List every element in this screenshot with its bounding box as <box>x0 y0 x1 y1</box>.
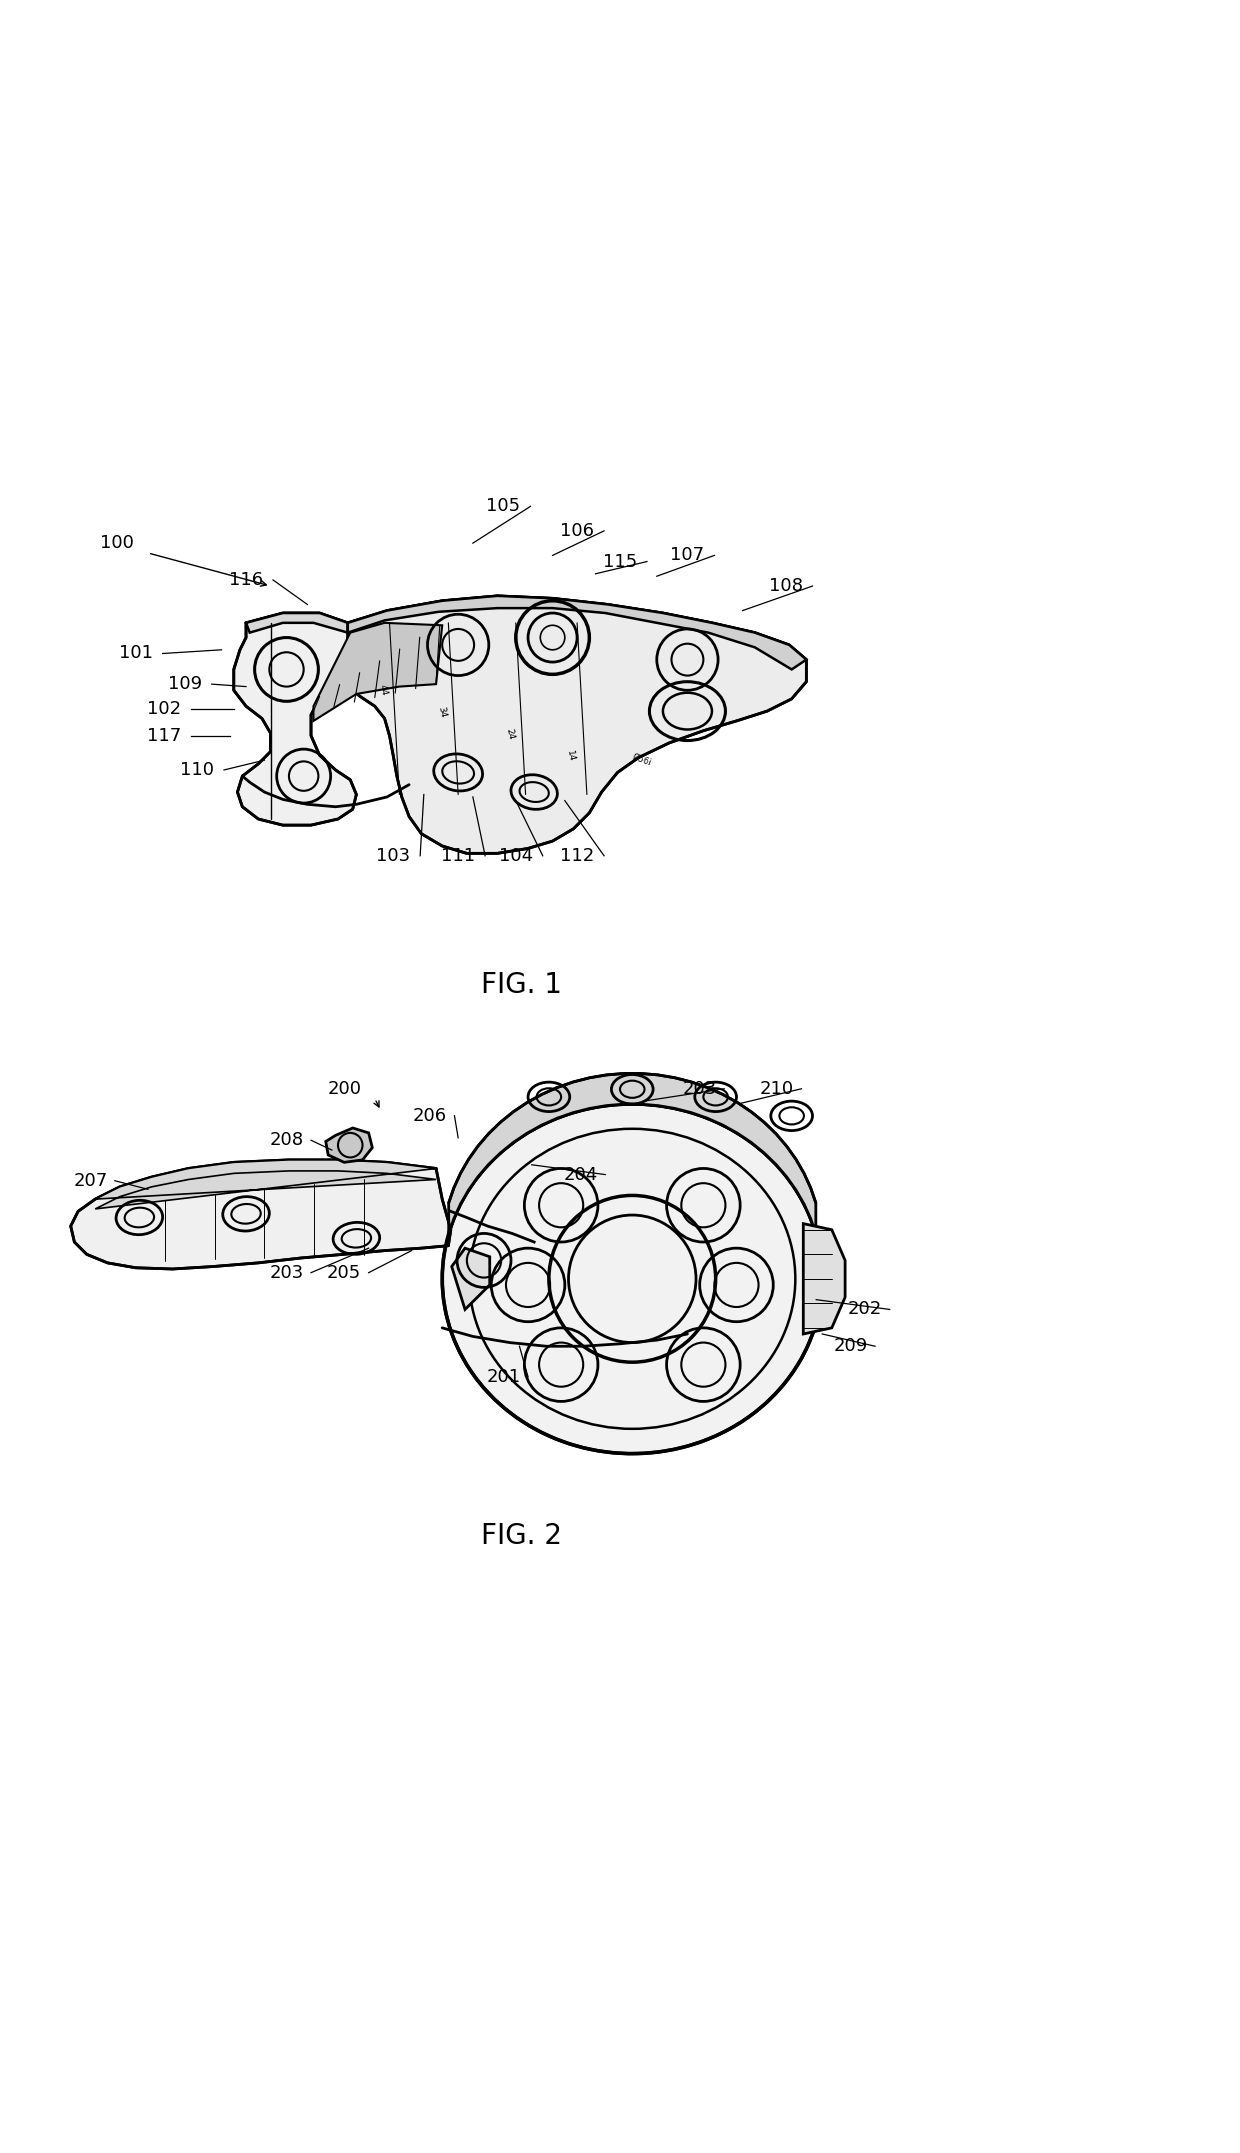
Text: 103: 103 <box>376 846 410 866</box>
Text: 115: 115 <box>603 553 637 571</box>
Polygon shape <box>71 1160 451 1268</box>
Text: 24: 24 <box>505 728 516 741</box>
Polygon shape <box>443 1104 822 1453</box>
Polygon shape <box>804 1223 846 1335</box>
Polygon shape <box>95 1160 436 1210</box>
Text: FIG. 1: FIG. 1 <box>481 971 563 999</box>
Text: 101: 101 <box>119 644 153 663</box>
Text: 117: 117 <box>146 728 181 745</box>
Text: 207: 207 <box>73 1171 108 1191</box>
Text: 14: 14 <box>565 749 577 762</box>
Text: 203: 203 <box>269 1264 304 1281</box>
Text: Ø56i: Ø56i <box>631 754 652 769</box>
Text: 100: 100 <box>100 534 134 551</box>
Polygon shape <box>234 614 356 825</box>
Text: 206: 206 <box>413 1107 446 1124</box>
Text: 105: 105 <box>486 497 521 515</box>
Text: 210: 210 <box>760 1081 794 1098</box>
Text: 111: 111 <box>441 846 475 866</box>
Text: 102: 102 <box>146 700 181 717</box>
Text: 34: 34 <box>436 706 448 719</box>
Text: 202: 202 <box>848 1300 883 1318</box>
Text: 107: 107 <box>671 547 704 564</box>
Text: 110: 110 <box>180 760 215 779</box>
Polygon shape <box>246 614 347 633</box>
Polygon shape <box>449 1074 816 1234</box>
Text: 109: 109 <box>167 676 202 693</box>
Text: 108: 108 <box>769 577 802 594</box>
Text: 204: 204 <box>564 1165 598 1184</box>
Polygon shape <box>347 596 806 853</box>
Text: 201: 201 <box>486 1367 521 1387</box>
Text: 116: 116 <box>229 571 263 590</box>
Polygon shape <box>451 1249 490 1309</box>
Text: 44: 44 <box>378 685 389 698</box>
Polygon shape <box>314 622 443 721</box>
Text: 112: 112 <box>560 846 594 866</box>
Text: 200: 200 <box>327 1081 361 1098</box>
Text: FIG. 2: FIG. 2 <box>481 1522 563 1550</box>
Text: 106: 106 <box>560 521 594 540</box>
Polygon shape <box>347 596 806 670</box>
Text: 104: 104 <box>498 846 533 866</box>
Polygon shape <box>326 1128 372 1163</box>
Text: 205: 205 <box>327 1264 361 1281</box>
Text: 203: 203 <box>682 1081 717 1098</box>
Text: 209: 209 <box>833 1337 868 1354</box>
Text: 208: 208 <box>269 1130 304 1150</box>
